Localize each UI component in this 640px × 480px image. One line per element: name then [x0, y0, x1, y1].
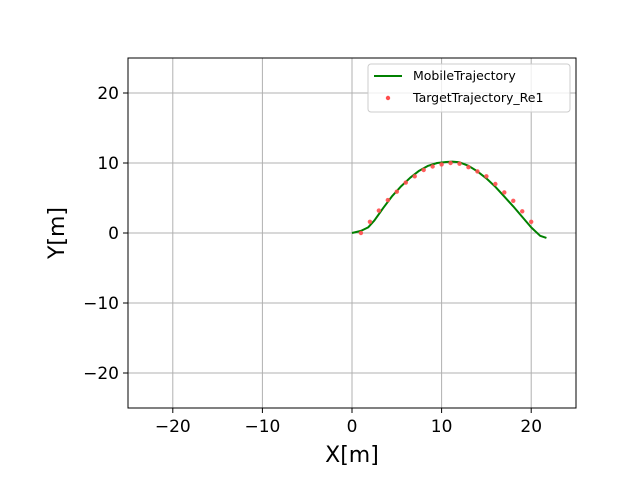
y-tick-label: −10 [83, 294, 119, 314]
target-trajectory-point [358, 230, 364, 236]
y-tick-label: 20 [97, 84, 119, 104]
plot-frame [127, 57, 577, 409]
plot-area [351, 160, 547, 239]
target-trajectory-point [502, 190, 507, 195]
target-trajectory-point [394, 189, 399, 194]
y-tick-label: −20 [83, 364, 119, 384]
target-trajectory-point [367, 219, 373, 224]
legend-box [367, 63, 571, 113]
target-trajectory-point [403, 180, 408, 185]
target-trajectory-point [385, 197, 391, 203]
target-trajectory-point [520, 209, 525, 214]
target-trajectory-point [457, 161, 462, 166]
target-trajectory-point [529, 219, 534, 224]
target-trajectory-point [511, 198, 516, 203]
target-trajectory-point [439, 162, 444, 167]
series-points [358, 160, 534, 236]
target-trajectory-point [412, 174, 417, 179]
y-tick-label: 10 [97, 154, 119, 174]
target-trajectory-point [466, 165, 471, 170]
target-trajectory-point [475, 169, 480, 174]
legend-point-swatch [385, 95, 391, 101]
target-trajectory-point [448, 160, 453, 166]
target-trajectory-point [493, 181, 498, 187]
y-tick-label: 0 [108, 224, 119, 244]
target-trajectory-point [484, 174, 489, 179]
target-trajectory-point [376, 208, 382, 213]
x-tick-label: 20 [520, 417, 542, 437]
x-axis-label: X[m] [325, 443, 379, 468]
ticks: −20 −10 0 10 20 −20 −10 0 10 20 [83, 84, 542, 437]
legend: MobileTrajectory TargetTrajectory_Re1 [367, 63, 571, 113]
target-trajectory-point [430, 164, 435, 169]
legend-label-mobile-trajectory: MobileTrajectory [413, 68, 516, 83]
legend-label-target-trajectory: TargetTrajectory_Re1 [412, 90, 543, 105]
y-axis-label: Y[m] [45, 207, 70, 260]
x-tick-label: −20 [155, 417, 191, 437]
x-tick-label: 10 [431, 417, 453, 437]
x-tick-label: −10 [244, 417, 280, 437]
target-trajectory-point [421, 167, 426, 173]
x-tick-label: 0 [347, 417, 358, 437]
